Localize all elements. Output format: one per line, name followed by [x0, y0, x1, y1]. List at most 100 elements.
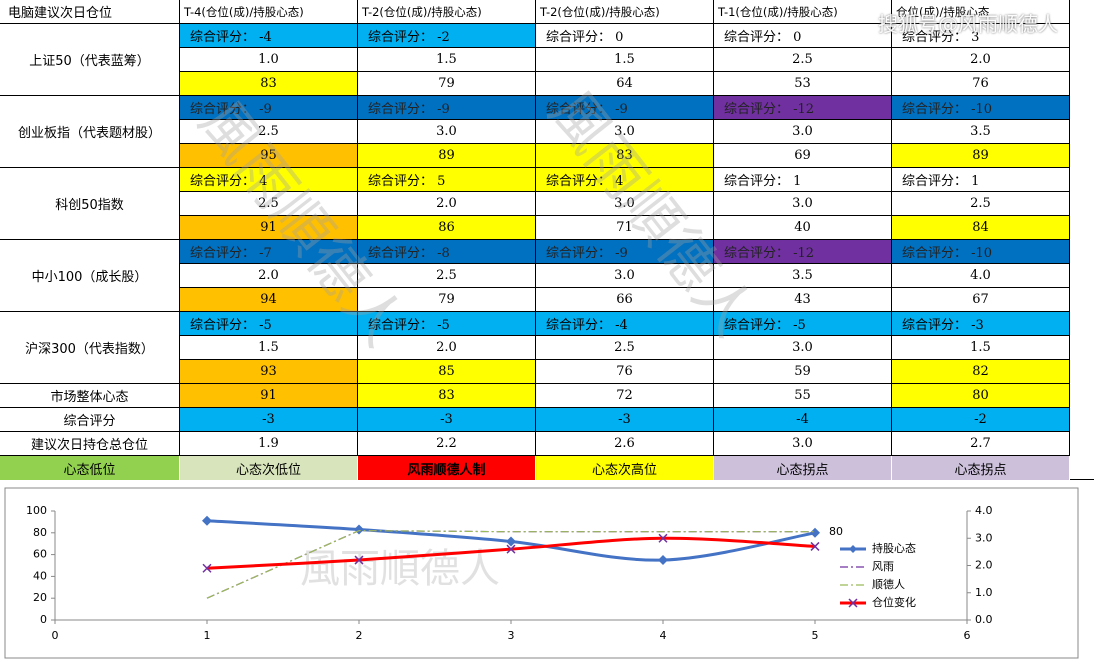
cell: 2.0 — [358, 336, 536, 360]
cell: 综合评分： -9 — [180, 96, 358, 120]
cell: 综合评分： 4 — [536, 168, 714, 192]
y-tick-label: 40 — [33, 569, 47, 582]
x-tick-label: 3 — [508, 629, 515, 642]
cell: 综合评分： -2 — [358, 24, 536, 48]
cell: 科创50指数 — [0, 168, 180, 240]
cell: 2.7 — [892, 432, 1070, 456]
cell: 3.5 — [892, 120, 1070, 144]
marker — [202, 563, 212, 573]
cell: 电脑建议次日仓位 — [0, 0, 180, 24]
cell: 建议次日持仓总仓位 — [0, 432, 180, 456]
marker — [354, 555, 364, 565]
cell: 2.5 — [180, 192, 358, 216]
chart-frame — [4, 487, 1079, 659]
cell: 64 — [536, 72, 714, 96]
cell: 综合评分： 1 — [892, 168, 1070, 192]
cell: 2.0 — [892, 48, 1070, 72]
y-tick-label: 0 — [40, 613, 47, 626]
cell: 综合评分： -4 — [536, 312, 714, 336]
cell: T-1(仓位(成)/持股心态) — [714, 0, 892, 24]
cell — [1070, 0, 1094, 480]
cell: 心态拐点 — [892, 456, 1070, 480]
cell: 3.0 — [536, 264, 714, 288]
cell: 2.6 — [536, 432, 714, 456]
cell: 1.5 — [358, 48, 536, 72]
legend-label: 顺德人 — [872, 577, 905, 591]
x-tick-label: 4 — [660, 629, 667, 642]
x-tick-label: 1 — [204, 629, 211, 642]
cell: 91 — [180, 216, 358, 240]
cell: 2.5 — [358, 264, 536, 288]
legend-marker — [849, 545, 857, 553]
y-tick-label: 100 — [26, 504, 47, 517]
cell: 综合评分： -12 — [714, 96, 892, 120]
cell: -3 — [536, 408, 714, 432]
cell: T-4(仓位(成)/持股心态) — [180, 0, 358, 24]
cell: 3.0 — [358, 120, 536, 144]
x-tick-label: 5 — [812, 629, 819, 642]
cell: 创业板指（代表题材股） — [0, 96, 180, 168]
cell: 76 — [536, 360, 714, 384]
cell: 综合评分： -7 — [180, 240, 358, 264]
cell: 上证50（代表蓝筹） — [0, 24, 180, 96]
cell: 综合评分： -5 — [358, 312, 536, 336]
cell: 综合评分： -9 — [536, 96, 714, 120]
cell: 2.2 — [358, 432, 536, 456]
cell: 83 — [358, 384, 536, 408]
cell: 79 — [358, 288, 536, 312]
cell: -4 — [714, 408, 892, 432]
cell: 2.5 — [892, 192, 1070, 216]
cell: 3.0 — [714, 432, 892, 456]
cell: -3 — [358, 408, 536, 432]
cell: 79 — [358, 72, 536, 96]
cell: 95 — [180, 144, 358, 168]
cell: 43 — [714, 288, 892, 312]
cell: 53 — [714, 72, 892, 96]
cell: 心态拐点 — [714, 456, 892, 480]
cell: 94 — [180, 288, 358, 312]
cell: 综合评分： -8 — [358, 240, 536, 264]
cell: 3.0 — [714, 336, 892, 360]
marker — [202, 515, 212, 526]
cell: 1.5 — [892, 336, 1070, 360]
cell: 综合评分 — [0, 408, 180, 432]
marker — [658, 555, 668, 566]
cell: 83 — [536, 144, 714, 168]
cell: 综合评分： -3 — [892, 312, 1070, 336]
cell: 76 — [892, 72, 1070, 96]
cell: 综合评分： -9 — [358, 96, 536, 120]
y2-tick-label: 4.0 — [975, 504, 993, 517]
y-tick-label: 20 — [33, 591, 47, 604]
cell: 86 — [358, 216, 536, 240]
cell: 综合评分： -5 — [180, 312, 358, 336]
cell: 心态低位 — [0, 456, 180, 480]
cell: 2.0 — [180, 264, 358, 288]
cell: 综合评分： 1 — [714, 168, 892, 192]
y2-tick-label: 3.0 — [975, 531, 993, 544]
cell: -2 — [892, 408, 1070, 432]
cell: 3.0 — [536, 120, 714, 144]
cell: 综合评分： 5 — [358, 168, 536, 192]
marker — [810, 541, 820, 551]
cell: 84 — [892, 216, 1070, 240]
cell: 55 — [714, 384, 892, 408]
cell: 2.0 — [358, 192, 536, 216]
cell: 综合评分： -5 — [714, 312, 892, 336]
y2-tick-label: 2.0 — [975, 559, 993, 572]
cell: 综合评分： 0 — [714, 24, 892, 48]
cell: 69 — [714, 144, 892, 168]
y-tick-label: 80 — [33, 526, 47, 539]
cell: -3 — [180, 408, 358, 432]
cell: 3.5 — [714, 264, 892, 288]
cell: 66 — [536, 288, 714, 312]
cell: 2.5 — [180, 120, 358, 144]
data-label: 80 — [829, 525, 843, 538]
cell: 综合评分： -10 — [892, 96, 1070, 120]
cell: 综合评分： -4 — [180, 24, 358, 48]
y-tick-label: 60 — [33, 548, 47, 561]
cell: 3.0 — [536, 192, 714, 216]
cell: 2.5 — [536, 336, 714, 360]
cell: 93 — [180, 360, 358, 384]
